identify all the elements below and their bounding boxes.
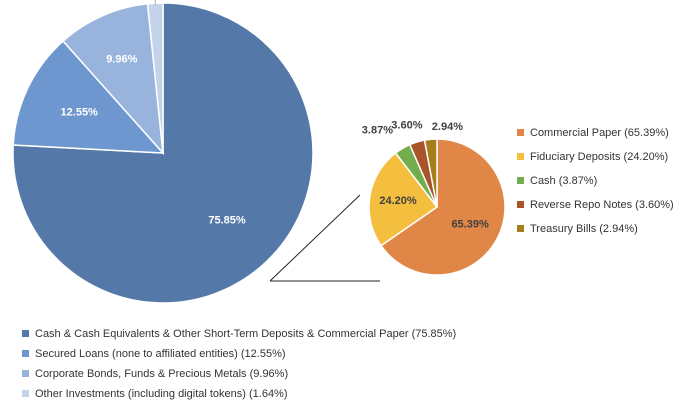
main-legend-label-1: Secured Loans (none to affiliated entiti… [35, 348, 286, 360]
sub-legend-swatch-3 [517, 201, 524, 208]
sub-pie-data-label-2: 3.87% [362, 124, 393, 136]
main-pie-data-label-1: 12.55% [61, 107, 99, 119]
sub-legend-label-2: Cash (3.87%) [530, 175, 597, 187]
sub-pie-data-label-0: 65.39% [451, 218, 489, 230]
main-pie-slice-2 [62, 2, 164, 156]
sub-legend-label-1: Fiduciary Deposits (24.20%) [530, 151, 668, 163]
sub-legend-swatch-0 [517, 129, 524, 136]
sub-pie-data-label-3: 3.60% [391, 120, 422, 132]
main-legend: Cash & Cash Equivalents & Other Short-Te… [22, 328, 456, 400]
sub-legend-swatch-2 [517, 177, 524, 184]
sub-pie-slice-4 [423, 138, 438, 208]
main-pie-data-label-0: 75.85% [208, 214, 246, 226]
sub-legend: Commercial Paper (65.39%) Fiduciary Depos… [517, 127, 674, 235]
sub-pie-slice-1 [368, 151, 439, 247]
sub-legend-label-3: Reverse Repo Notes (3.60%) [530, 199, 674, 211]
main-legend-swatch-0 [22, 330, 29, 337]
sub-legend-label-4: Treasury Bills (2.94%) [530, 223, 638, 235]
sub-pie-data-label-1: 24.20% [379, 195, 417, 207]
main-legend-swatch-3 [22, 390, 29, 397]
main-legend-swatch-1 [22, 350, 29, 357]
main-legend-label-2: Corporate Bonds, Funds & Precious Metals… [35, 368, 288, 380]
main-legend-swatch-2 [22, 370, 29, 377]
sub-pie: 65.39% 24.20% 3.87%3.60% 2.94% [362, 120, 506, 276]
sub-legend-label-0: Commercial Paper (65.39%) [530, 127, 669, 139]
main-legend-label-3: Other Investments (including digital tok… [35, 388, 288, 400]
sub-pie-data-label-4: 2.94% [432, 121, 463, 133]
main-pie-data-label-2: 9.96% [106, 54, 137, 66]
main-legend-label-0: Cash & Cash Equivalents & Other Short-Te… [35, 328, 456, 340]
sub-legend-swatch-1 [517, 153, 524, 160]
connector-lines [269, 194, 380, 282]
sub-pie-slice-0 [379, 138, 506, 276]
main-pie-slice-0 [12, 2, 314, 304]
connector-line-top [269, 194, 361, 282]
main-pie: 75.85%12.55%9.96%1.64% [12, 0, 314, 304]
main-pie-slice-1 [12, 40, 165, 154]
sub-legend-swatch-4 [517, 225, 524, 232]
